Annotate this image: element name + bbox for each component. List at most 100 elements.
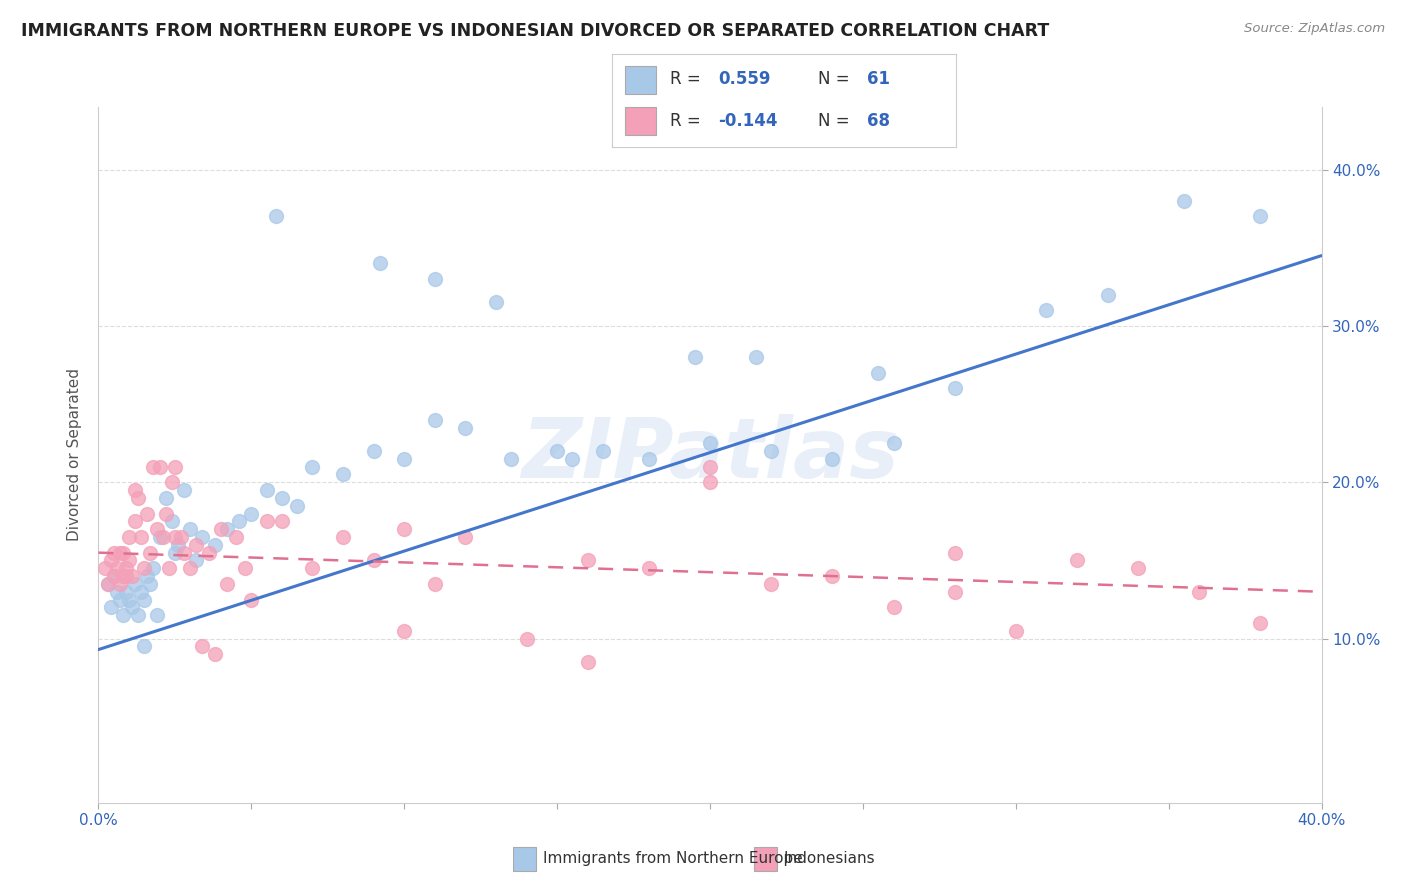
Point [883,436,905,450]
Point [186,553,208,567]
Text: ZIPatlas: ZIPatlas [522,415,898,495]
Point [163,530,186,544]
Point [97,577,120,591]
Point [301,459,323,474]
Point [392,522,416,536]
Text: 61: 61 [866,70,890,88]
Point [561,451,583,466]
Point [145,522,167,536]
Point [363,444,385,458]
Bar [754,847,778,871]
Point [179,561,201,575]
Text: IMMIGRANTS FROM NORTHERN EUROPE VS INDONESIAN DIVORCED OR SEPARATED CORRELATION : IMMIGRANTS FROM NORTHERN EUROPE VS INDON… [21,22,1049,40]
Point [167,538,190,552]
Text: R =: R = [671,112,706,130]
Point [270,491,292,505]
Point [111,608,134,623]
Point [121,569,143,583]
Point [423,272,446,286]
Point [423,577,446,591]
Point [118,530,141,544]
Point [1035,303,1057,318]
Point [142,459,165,474]
Point [115,561,138,575]
Point [699,459,721,474]
Point [285,499,308,513]
Point [111,569,134,583]
Point [105,584,128,599]
Point [759,444,782,458]
Point [228,514,250,528]
Point [134,561,156,575]
Point [173,546,195,560]
Point [160,475,183,490]
Point [103,569,125,583]
Point [163,459,186,474]
Point [160,514,183,528]
Point [1004,624,1026,638]
Point [546,444,568,458]
Point [943,546,966,560]
Point [163,546,186,560]
Point [209,522,232,536]
Text: Indonesians: Indonesians [783,851,875,865]
Point [121,600,143,615]
Point [240,592,263,607]
Point [363,553,385,567]
Point [191,530,214,544]
Text: 68: 68 [866,112,890,130]
Point [454,420,477,434]
Point [883,600,905,615]
Point [155,507,177,521]
Point [1066,553,1088,567]
Bar [513,847,536,871]
Point [215,522,238,536]
Point [134,640,156,654]
Point [149,530,172,544]
Point [683,350,706,364]
Point [103,569,125,583]
Point [97,577,120,591]
Point [173,483,195,497]
Point [240,507,263,521]
Y-axis label: Divorced or Separated: Divorced or Separated [67,368,83,541]
Point [157,561,180,575]
Point [118,592,141,607]
Point [745,350,768,364]
Point [264,210,287,224]
Point [186,538,208,552]
Point [134,592,156,607]
Point [118,553,141,567]
Point [142,561,165,575]
Point [1097,287,1119,301]
Text: N =: N = [818,112,855,130]
Point [155,491,177,505]
Point [100,600,122,615]
Point [215,577,238,591]
Point [145,608,167,623]
Point [332,530,354,544]
Point [93,561,115,575]
Text: Immigrants from Northern Europe: Immigrants from Northern Europe [543,851,803,865]
Point [423,413,446,427]
Point [301,561,323,575]
Point [821,569,844,583]
Bar [626,66,657,94]
Point [152,530,174,544]
Point [1128,561,1150,575]
Point [233,561,256,575]
Point [124,483,146,497]
Point [149,459,172,474]
Text: -0.144: -0.144 [718,112,778,130]
Point [139,546,162,560]
Point [516,632,538,646]
Point [868,366,890,380]
Point [368,256,391,270]
Point [127,608,149,623]
Point [821,451,844,466]
Point [270,514,292,528]
Point [943,382,966,396]
Point [256,483,278,497]
Point [1173,194,1195,208]
Point [197,546,219,560]
